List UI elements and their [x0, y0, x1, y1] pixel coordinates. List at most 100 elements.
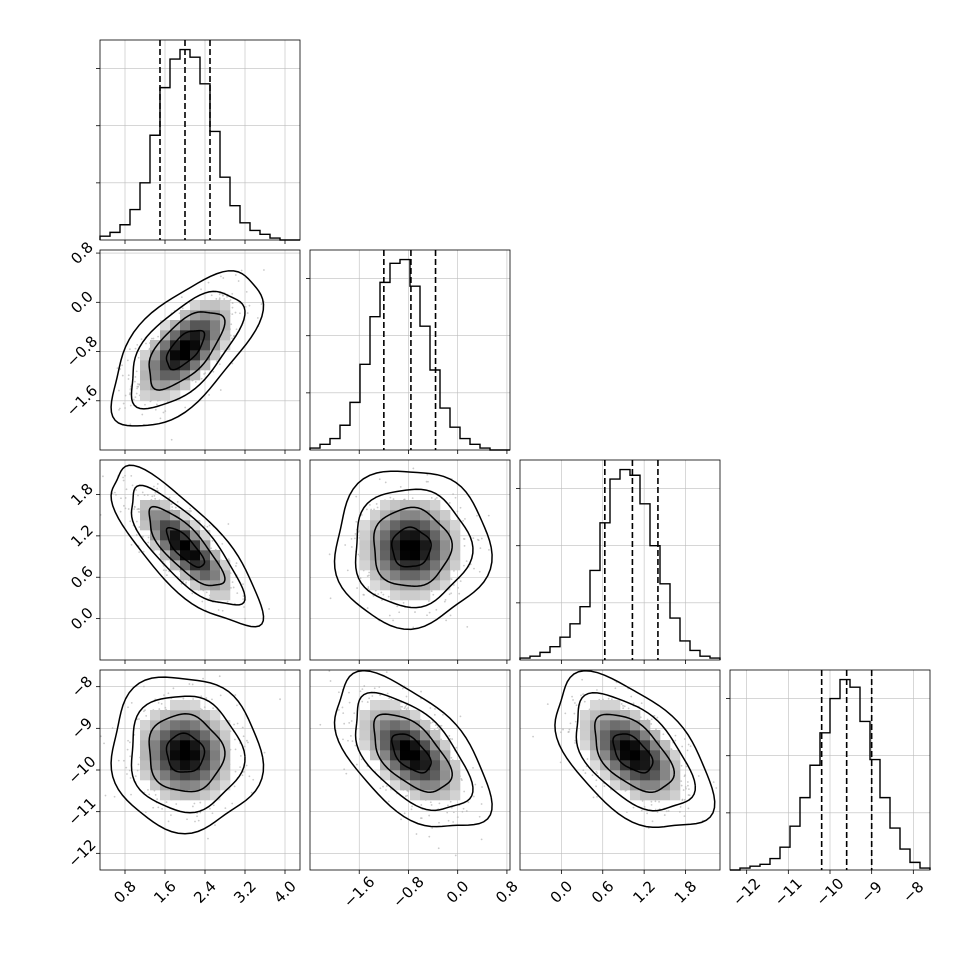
scatter-point	[124, 507, 127, 510]
scatter-point	[455, 746, 458, 749]
scatter-point	[532, 735, 534, 738]
density-cell	[440, 530, 451, 541]
hist-panel-3	[726, 669, 931, 874]
scatter-point	[588, 708, 591, 711]
scatter-point	[130, 701, 133, 704]
density-cell	[660, 740, 671, 751]
scatter-point	[234, 274, 237, 276]
scatter-point	[488, 548, 490, 551]
density-cell	[660, 770, 671, 781]
density-cell	[440, 540, 451, 551]
density-cell	[380, 570, 391, 581]
density-cell	[620, 780, 631, 791]
scatter-point	[440, 724, 443, 727]
density-cell	[450, 770, 461, 781]
density-cell	[620, 750, 631, 761]
scatter-point	[411, 805, 413, 808]
scatter-point	[193, 802, 196, 805]
density-cell	[180, 790, 191, 801]
scatter-point	[363, 685, 366, 687]
scatter-point	[446, 811, 449, 814]
scatter-point	[184, 406, 187, 409]
density-cell	[410, 530, 421, 541]
scatter-point	[162, 569, 165, 572]
scatter-point	[683, 738, 686, 740]
scatter-point	[235, 562, 238, 565]
density-cell	[210, 570, 221, 581]
scatter-point	[234, 738, 236, 741]
density-cell	[610, 780, 621, 791]
scatter-point	[226, 600, 229, 603]
density-cell	[220, 560, 231, 571]
density-cell	[430, 760, 441, 771]
density-cell	[390, 500, 401, 511]
density-cell	[220, 570, 231, 581]
scatter-point	[144, 403, 146, 406]
scatter-point	[382, 785, 384, 788]
density-cell	[400, 570, 411, 581]
density-cell	[420, 730, 431, 741]
scatter-point	[136, 343, 139, 346]
scatter-point	[459, 715, 462, 718]
density-cell	[420, 590, 431, 601]
scatter-point	[135, 392, 138, 395]
density-cell	[440, 520, 451, 531]
scatter-point	[476, 514, 478, 517]
scatter-point	[442, 713, 444, 716]
density-cell	[200, 320, 211, 331]
scatter-point	[448, 502, 451, 504]
density-cell	[390, 570, 401, 581]
scatter-point	[377, 593, 380, 595]
scatter-point	[434, 498, 437, 501]
scatter-point	[171, 506, 174, 508]
scatter-point	[461, 779, 463, 781]
scatter-point	[329, 680, 332, 682]
scatter-point	[130, 543, 133, 546]
scatter-point	[146, 494, 149, 496]
scatter-point	[223, 298, 226, 300]
scatter-point	[480, 838, 483, 841]
scatter-point	[226, 296, 228, 298]
y-tick-label: −1.6	[63, 382, 101, 420]
scatter-point	[180, 296, 183, 299]
scatter-point	[222, 277, 225, 279]
scatter-point	[415, 833, 418, 835]
scatter-point	[656, 716, 659, 719]
scatter-point	[212, 370, 215, 373]
scatter-point	[674, 739, 677, 742]
scatter-point	[174, 506, 177, 509]
density-cell	[180, 550, 191, 561]
density-cell	[630, 760, 641, 771]
density-cell	[210, 780, 221, 791]
scatter-point	[245, 290, 248, 293]
density-cell	[610, 700, 621, 711]
scatter-point	[372, 594, 375, 597]
contour-line	[130, 290, 246, 410]
scatter-point	[405, 704, 408, 707]
scatter-point	[329, 597, 332, 600]
histogram-step-line	[309, 258, 510, 451]
scatter-point	[132, 398, 135, 401]
density-cell	[200, 560, 211, 571]
density-cell	[140, 510, 151, 521]
density-cell	[160, 710, 171, 721]
scatter-point	[246, 739, 248, 742]
scatter-point	[231, 313, 234, 316]
scatter-point	[580, 694, 582, 697]
x-tick-label: 0.6	[588, 877, 618, 907]
density-cell	[400, 560, 411, 571]
scatter-point	[462, 807, 465, 810]
scatter-point	[359, 690, 362, 693]
density-cell	[190, 310, 201, 321]
scatter-point	[596, 689, 598, 691]
scatter-point	[100, 735, 102, 738]
density-cell	[140, 380, 151, 391]
density-cell	[170, 340, 181, 351]
scatter-point	[125, 766, 128, 769]
density-cell	[380, 740, 391, 751]
scatter-point	[687, 743, 690, 746]
scatter-point	[231, 802, 234, 805]
scatter-point	[162, 411, 165, 414]
scatter-point	[404, 795, 407, 798]
x-tick-label: −1.6	[340, 873, 378, 911]
